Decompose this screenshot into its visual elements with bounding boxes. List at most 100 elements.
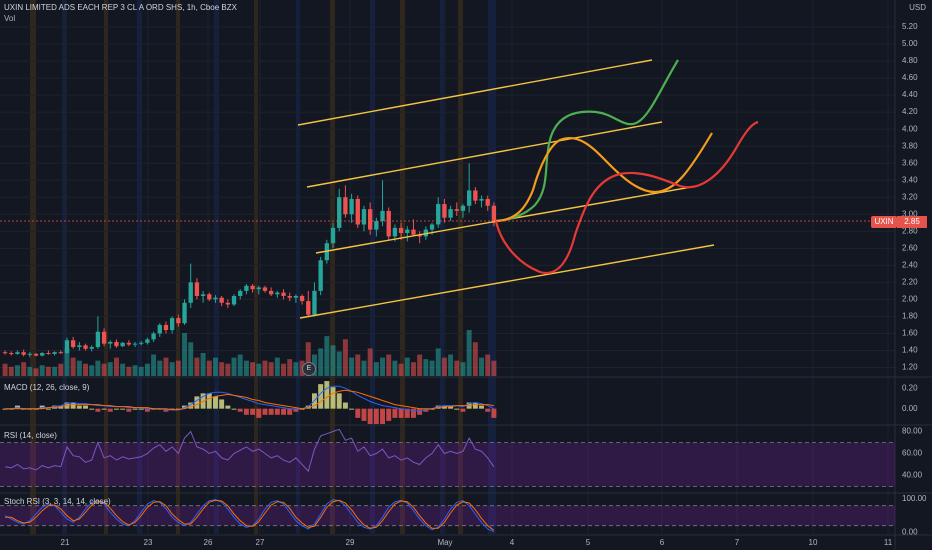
- candle-body: [349, 198, 354, 215]
- candle-body: [250, 285, 255, 290]
- candle-body: [145, 339, 150, 343]
- time-tick-label: 26: [204, 538, 213, 547]
- price-tick-label: 5.00: [902, 39, 918, 48]
- volume-bar: [404, 357, 410, 376]
- volume-bar: [324, 336, 330, 376]
- volume-bar: [355, 354, 361, 376]
- price-axis[interactable]: 5.20 5.00 4.80 4.60 4.40 4.20 4.00 3.80 3.60 3.40…: [902, 22, 927, 536]
- price-tick-label: 2.40: [902, 260, 918, 269]
- volume-bar: [398, 363, 404, 376]
- macd-histogram-bar: [212, 396, 218, 409]
- volume-bar: [274, 357, 280, 376]
- symbol-title[interactable]: UXIN LIMITED ADS EACH REP 3 CL A ORD SHS…: [4, 3, 237, 12]
- time-tick-label: 7: [735, 538, 740, 547]
- candle-body: [58, 352, 63, 354]
- candle-body: [460, 205, 466, 211]
- macd-histogram-bar: [58, 405, 64, 409]
- volume-bar: [479, 357, 485, 376]
- macd-tick-label: 0.00: [902, 404, 918, 413]
- macd-histogram-bar: [45, 408, 51, 410]
- macd-pane: [2, 381, 497, 424]
- volume-bar: [212, 357, 218, 376]
- currency-label: USD: [909, 3, 926, 12]
- price-tick-label: 2.80: [902, 226, 918, 235]
- candle-body: [244, 285, 249, 291]
- candle-body: [405, 229, 410, 234]
- candle-body: [355, 198, 360, 225]
- price-tick-label: 3.20: [902, 192, 918, 201]
- macd-histogram-bar: [101, 408, 107, 410]
- price-tick-label: 2.60: [902, 243, 918, 252]
- volume-bar: [107, 362, 113, 376]
- candle-body: [392, 227, 398, 237]
- projection-red[interactable]: [494, 120, 759, 275]
- volume-bar: [83, 363, 89, 376]
- price-tick-label: 1.80: [902, 312, 918, 321]
- candle-body: [114, 341, 119, 347]
- macd-histogram-bar: [336, 393, 342, 409]
- time-axis[interactable]: 21 23 26 27 29 May 4 5 6 7 10 11: [61, 538, 893, 547]
- volume-bar: [472, 342, 478, 376]
- macd-histogram-bar: [268, 408, 274, 415]
- session-stripe: [400, 0, 405, 534]
- macd-title[interactable]: MACD (12, 26, close, 9): [4, 383, 90, 392]
- projection-green[interactable]: [495, 59, 679, 223]
- volume-bar: [293, 362, 299, 376]
- volume-bar: [448, 354, 454, 376]
- candle-body: [479, 198, 484, 201]
- volume-bar: [373, 362, 379, 376]
- volume-bar: [113, 357, 119, 376]
- candle-body: [398, 227, 404, 234]
- volume-bar: [268, 362, 274, 376]
- candle-body: [225, 302, 231, 305]
- volume-bar: [163, 357, 169, 376]
- candle-body: [182, 302, 187, 324]
- candle-body: [374, 221, 379, 230]
- candle-body: [95, 331, 101, 348]
- macd-histogram-bar: [355, 408, 361, 418]
- macd-histogram-bar: [454, 408, 460, 410]
- macd-histogram-bar: [107, 408, 113, 412]
- channel-line-lower[interactable]: [299, 244, 715, 319]
- channel-line-mid-upper[interactable]: [306, 121, 663, 188]
- candle-body: [64, 340, 70, 354]
- macd-histogram-bar: [441, 405, 447, 409]
- volume-bar: [342, 339, 348, 376]
- macd-histogram-bar: [144, 408, 150, 412]
- stoch-d-line: [5, 499, 495, 531]
- volume-bar: [243, 360, 249, 376]
- price-tick-label: 2.00: [902, 295, 918, 304]
- time-tick-label: 23: [144, 538, 153, 547]
- candle-body: [213, 297, 218, 300]
- candle-body: [207, 294, 212, 300]
- projection-orange[interactable]: [495, 132, 713, 223]
- macd-histogram-bar: [169, 408, 175, 410]
- macd-histogram-bar: [485, 408, 491, 412]
- candle-body: [491, 205, 497, 223]
- time-tick-label: 21: [61, 538, 70, 547]
- macd-histogram-bar: [243, 408, 249, 415]
- candle-body: [442, 204, 447, 218]
- earnings-marker[interactable]: E: [302, 362, 316, 376]
- macd-histogram-bar: [138, 408, 144, 410]
- volume-bar: [45, 366, 51, 376]
- candle-body: [281, 292, 286, 296]
- volume-bar: [410, 362, 416, 376]
- candle-body: [337, 197, 342, 228]
- rsi-title[interactable]: RSI (14, close): [4, 431, 57, 440]
- candle-body: [188, 282, 193, 303]
- channel-line-upper[interactable]: [297, 59, 653, 126]
- session-stripe: [137, 0, 142, 534]
- candle-body: [411, 229, 416, 235]
- macd-histogram-bar: [206, 393, 212, 409]
- stoch-rsi-title[interactable]: Stoch RSI (3, 3, 14, 14, close): [4, 497, 111, 506]
- price-tick-label: 3.40: [902, 175, 918, 184]
- volume-bar: [423, 359, 429, 376]
- candle-body: [436, 204, 441, 225]
- macd-histogram-bar: [392, 408, 398, 418]
- volume-bar: [336, 351, 342, 376]
- volume-bar: [380, 357, 386, 376]
- macd-histogram-bar: [2, 408, 8, 410]
